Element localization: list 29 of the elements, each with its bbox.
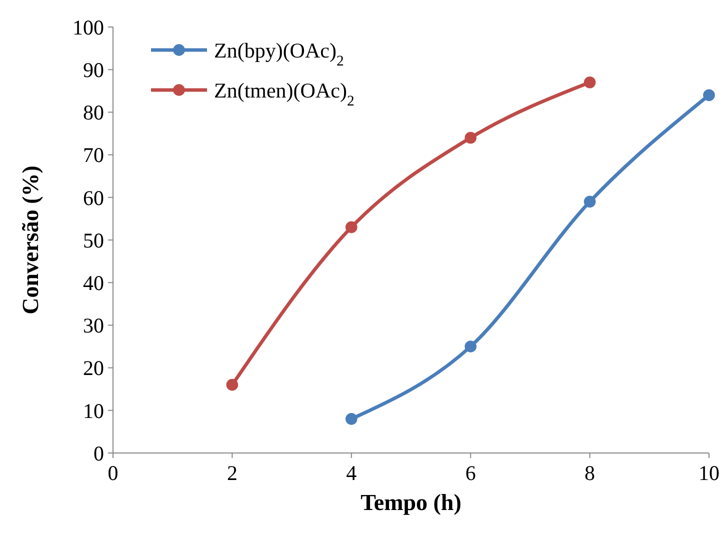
legend-label: Zn(bpy)(OAc)$_{2}$ <box>214 38 344 70</box>
point <box>584 76 596 88</box>
y-tick-label: 60 <box>83 186 104 210</box>
y-tick-label: 70 <box>83 143 104 168</box>
point <box>345 221 358 234</box>
y-tick-label: 80 <box>83 100 104 125</box>
y-tick-label: 10 <box>83 398 104 423</box>
y-tick-label: 90 <box>83 58 104 82</box>
point <box>345 413 358 425</box>
x-axis-title: Tempo (h) <box>360 490 462 515</box>
y-tick-label: 40 <box>83 270 104 295</box>
x-tick-label: 2 <box>226 461 238 485</box>
y-tick-label: 100 <box>72 15 104 40</box>
point <box>464 132 477 144</box>
point <box>584 196 596 208</box>
point <box>464 340 477 352</box>
y-tick-label: 30 <box>83 314 104 338</box>
x-tick-label: 6 <box>465 461 476 485</box>
point <box>703 89 715 102</box>
x-tick-label: 4 <box>346 461 358 485</box>
x-tick-label: 8 <box>584 461 596 485</box>
y-axis-title: Conversão (%) <box>18 166 43 314</box>
y-tick-label: 50 <box>83 228 104 252</box>
y-tick-label: 20 <box>83 356 104 380</box>
x-tick-label: 10 <box>698 461 720 485</box>
y-tick-label: 0 <box>94 441 104 466</box>
x-tick-label: 0 <box>108 461 118 485</box>
legend-label: Zn(tmen)(OAc)$_{2}$ <box>214 78 354 110</box>
point <box>226 378 238 391</box>
